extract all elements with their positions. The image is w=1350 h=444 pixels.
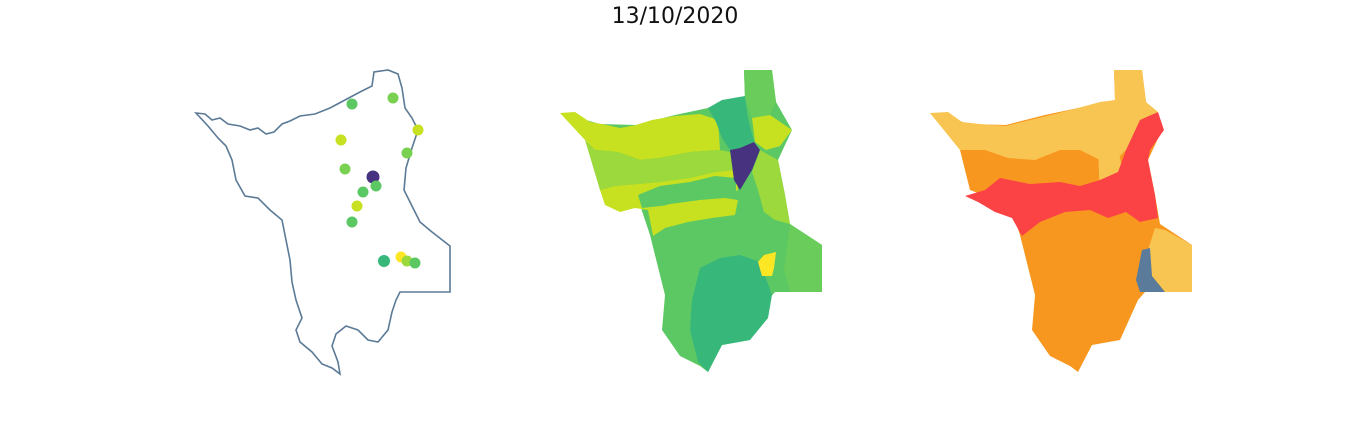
station-point <box>378 255 390 267</box>
risk-region <box>1148 228 1192 292</box>
station-point <box>346 98 358 110</box>
station-point <box>366 170 380 184</box>
station-point <box>351 200 363 212</box>
station-point <box>335 134 347 146</box>
risk-region <box>1136 248 1165 292</box>
station-point <box>412 124 424 136</box>
risk-region <box>930 70 1158 160</box>
station-point <box>346 216 358 228</box>
basin-region <box>585 140 735 190</box>
basin-region <box>730 142 760 190</box>
map-date-title: 13/10/2020 <box>611 4 739 29</box>
risk-region <box>965 112 1164 236</box>
station-point <box>370 180 382 192</box>
basin-region <box>752 150 790 224</box>
basin-region <box>560 112 720 160</box>
basin-region <box>744 70 776 118</box>
state-outline <box>193 69 451 376</box>
station-point <box>357 186 369 198</box>
station-point <box>401 147 413 159</box>
basin-region <box>758 252 776 276</box>
station-point <box>339 163 351 175</box>
basin-region <box>784 224 822 292</box>
basin-region <box>648 198 738 236</box>
station-point <box>387 92 399 104</box>
station-point <box>409 257 421 269</box>
basin-region <box>708 96 754 150</box>
basin-region <box>752 115 792 150</box>
basin-region <box>690 255 772 372</box>
